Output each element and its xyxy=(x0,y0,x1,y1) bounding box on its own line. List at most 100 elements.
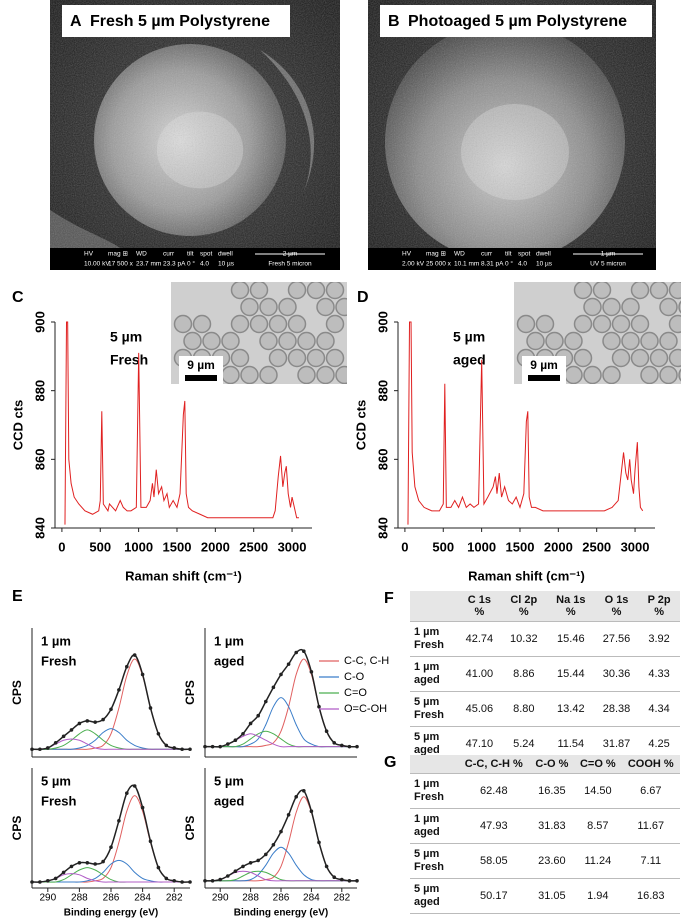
y-axis-label: CCD cts xyxy=(353,400,368,451)
sem-info-header: tilt xyxy=(187,251,194,258)
sem-info-header: WD xyxy=(136,251,147,258)
sem-info-header: tilt xyxy=(505,251,512,258)
column-header: P 2p % xyxy=(638,591,680,622)
inset-particle xyxy=(325,314,345,334)
envelope-point xyxy=(164,876,169,881)
envelope-line xyxy=(31,654,191,751)
envelope-point xyxy=(317,704,321,709)
annotation: 5 µm xyxy=(453,329,485,345)
legend-label: C=O xyxy=(344,687,367,699)
envelope-point xyxy=(340,877,344,882)
envelope-point xyxy=(256,713,261,718)
envelope-point xyxy=(241,731,245,736)
sem-info-value: 4.0 xyxy=(518,261,527,268)
inset-particle xyxy=(192,314,212,334)
envelope-point xyxy=(101,859,105,864)
inset-particle xyxy=(240,297,259,317)
inset-particle xyxy=(297,365,316,384)
inset-particle xyxy=(306,348,326,368)
inset-particle xyxy=(545,331,564,351)
envelope-point xyxy=(324,864,329,869)
inset-particle xyxy=(592,314,612,334)
inset-scale-bar xyxy=(528,375,560,381)
envelope-point xyxy=(125,791,129,795)
y-tick-label: 840 xyxy=(375,517,390,539)
x-tick-label: 2000 xyxy=(544,539,573,554)
envelope-point xyxy=(38,880,42,884)
table-cell: 31.05 xyxy=(529,878,575,914)
envelope-point xyxy=(332,741,337,745)
table-row: 1 µm aged 47.93 31.83 8.57 11.67 xyxy=(410,808,680,844)
sem-title: Photoaged 5 µm Polystyrene xyxy=(408,13,627,30)
inset-particle xyxy=(678,368,681,382)
envelope-point xyxy=(172,879,176,883)
inset-particle xyxy=(640,331,659,351)
envelope-point xyxy=(256,858,261,863)
envelope-point xyxy=(46,879,50,883)
y-tick-label: 880 xyxy=(375,380,390,402)
sem-scale-label: 1 µm xyxy=(601,251,616,258)
x-tick-label: 282 xyxy=(333,893,350,904)
sem-letter: B xyxy=(388,13,400,30)
envelope-point xyxy=(355,879,359,883)
table-cell: 41.00 xyxy=(458,656,501,692)
inset-particle xyxy=(573,314,593,334)
table-cell: 23.60 xyxy=(529,843,575,879)
inset-particle xyxy=(259,297,278,317)
inset-particle xyxy=(668,282,681,300)
inset-particle xyxy=(659,331,678,351)
inset-particle xyxy=(573,348,593,368)
sem-info-header: spot xyxy=(518,251,530,258)
annotation: 5 µm xyxy=(41,773,71,788)
table-cell: 58.05 xyxy=(458,843,530,879)
table-cell: 16.83 xyxy=(621,878,680,914)
x-tick-label: 286 xyxy=(273,893,290,904)
envelope-point xyxy=(248,861,253,865)
sem-grain xyxy=(50,0,340,248)
envelope-point xyxy=(218,877,222,882)
inset-particle xyxy=(221,365,240,384)
envelope-point xyxy=(53,876,58,881)
sem-image-label: UV 5 micron xyxy=(590,261,626,268)
inset-particle xyxy=(287,282,307,300)
table-cell: 13.42 xyxy=(546,691,595,727)
sem-grain xyxy=(368,0,656,248)
inset-particle xyxy=(630,314,650,334)
inset-particle xyxy=(583,365,602,384)
table-cell: 47.93 xyxy=(458,808,530,844)
envelope-point xyxy=(172,746,176,750)
header-row: C-C, C-H % C-O % C=O % COOH % xyxy=(410,755,680,774)
sem-title-box xyxy=(380,5,652,37)
y-tick-label: 860 xyxy=(375,448,390,470)
y-axis-label: CCD cts xyxy=(10,400,25,451)
table-cell: 31.83 xyxy=(529,808,575,844)
annotation: aged xyxy=(453,352,486,368)
inset-particle xyxy=(659,365,678,384)
table-cell: 62.48 xyxy=(458,773,530,809)
row-label: 5 µm Fresh xyxy=(410,691,458,727)
sem-info-header: mag ⊞ xyxy=(426,251,446,258)
row-label: 1 µm Fresh xyxy=(410,621,458,657)
inset-particles xyxy=(516,282,681,384)
sem-image-label: Fresh 5 micron xyxy=(268,261,312,268)
inset-particle xyxy=(287,314,307,334)
inset-particle xyxy=(297,331,316,351)
inset-particle xyxy=(335,365,347,384)
y-axis-label: CPS xyxy=(10,680,24,705)
component-curve xyxy=(204,796,358,882)
envelope-point xyxy=(93,862,97,866)
panel-label: D xyxy=(357,289,369,306)
row-label: 5 µm Fresh xyxy=(410,843,458,879)
x-tick-label: 1500 xyxy=(163,539,192,554)
panel-label: C xyxy=(12,289,24,306)
column-header: O 1s % xyxy=(594,591,639,622)
sem-info-value: 10.1 mm xyxy=(454,261,479,268)
legend-label: O=C-OH xyxy=(344,703,387,715)
envelope-point xyxy=(203,744,207,749)
table-row: 1 µm Fresh 42.74 10.32 15.46 27.56 3.92 xyxy=(410,621,680,657)
inset-particle xyxy=(535,314,555,334)
envelope-point xyxy=(140,672,145,677)
sem-info-header: WD xyxy=(454,251,465,258)
